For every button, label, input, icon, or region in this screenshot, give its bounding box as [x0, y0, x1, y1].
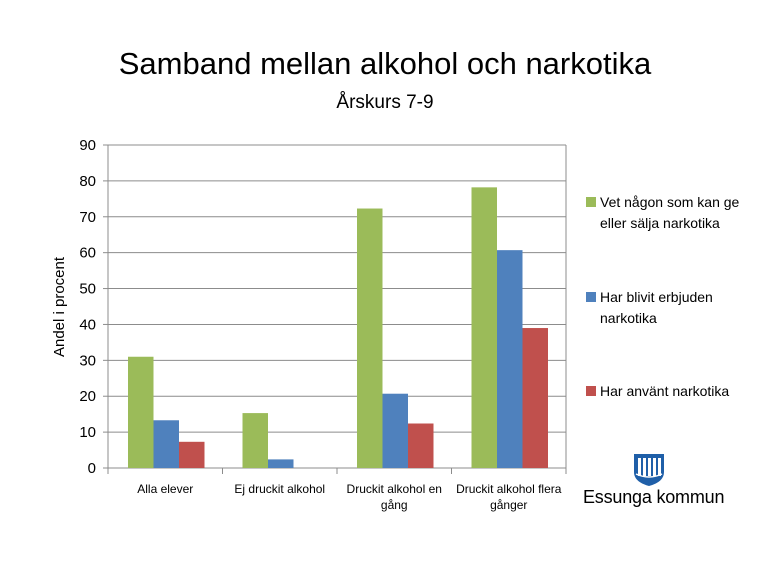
legend-swatch — [586, 292, 596, 302]
legend-label: Har blivit erbjuden narkotika — [600, 289, 713, 326]
y-tick-label: 90 — [79, 137, 96, 154]
legend-label: Vet någon som kan ge eller sälja narkoti… — [600, 194, 740, 231]
legend-label: Har använt narkotika — [600, 383, 730, 399]
bar — [497, 250, 523, 468]
bar — [382, 393, 408, 468]
bar — [153, 420, 179, 468]
logo-text: Essunga kommun — [583, 487, 725, 507]
chart-title: Samband mellan alkohol och narkotika — [118, 46, 652, 81]
legend-swatch — [586, 197, 596, 207]
y-tick-label: 50 — [79, 281, 96, 298]
x-category-label: Druckit alkohol en gång — [346, 482, 442, 512]
chart-subtitle: Årskurs 7-9 — [336, 92, 434, 113]
bar — [522, 328, 548, 468]
y-tick-label: 0 — [88, 460, 96, 477]
legend-swatch — [586, 386, 596, 396]
y-axis-label: Andel i procent — [51, 256, 68, 357]
axes: 0 10 20 30 40 50 60 70 80 90 — [79, 137, 567, 477]
x-category-label: Druckit alkohol flera gånger — [456, 482, 562, 512]
bar — [128, 356, 154, 468]
y-tick-label: 10 — [79, 424, 96, 441]
bar — [179, 441, 205, 468]
bar — [357, 208, 383, 469]
essunga-coat-of-arms-icon — [634, 454, 664, 486]
y-tick-label: 80 — [79, 173, 96, 190]
bar — [408, 423, 434, 468]
y-tick-label: 30 — [79, 352, 96, 369]
bar — [268, 459, 294, 468]
y-tick-label: 20 — [79, 388, 96, 405]
x-category-label: Alla elever — [137, 482, 194, 496]
bar — [242, 413, 268, 468]
y-tick-label: 60 — [79, 245, 96, 262]
x-category-label: Ej druckit alkohol — [234, 482, 326, 496]
y-tick-label: 70 — [79, 209, 96, 226]
bar — [471, 187, 497, 469]
bars — [128, 187, 548, 469]
y-tick-label: 40 — [79, 316, 96, 333]
